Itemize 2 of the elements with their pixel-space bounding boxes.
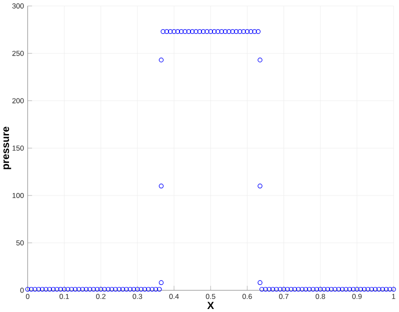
x-axis-title: X — [207, 302, 214, 309]
y-axis-title: pressure — [3, 126, 12, 169]
